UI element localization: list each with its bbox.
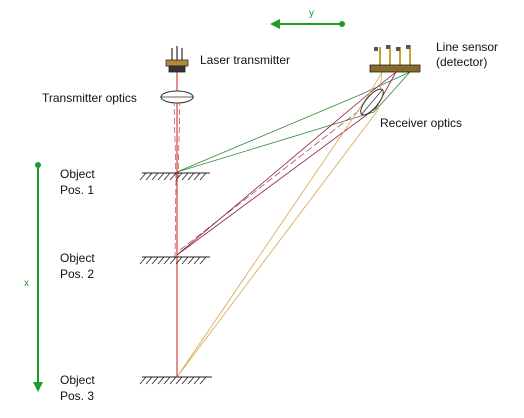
line-sensor-sublabel: (detector): [436, 55, 487, 69]
transmitter-optics-label: Transmitter optics: [42, 91, 137, 105]
x-axis-label: x: [24, 278, 29, 289]
laser-transmitter-label: Laser transmitter: [200, 53, 290, 67]
object-surface-pos2: [139, 256, 210, 265]
object-surface-pos1: [139, 172, 210, 181]
line-sensor-icon: [369, 45, 421, 73]
receiver-optics-icon: [360, 88, 384, 116]
x-axis-arrow: [33, 162, 43, 392]
y-axis-label: y: [309, 8, 314, 19]
ray-pos2: [176, 71, 397, 256]
object-pos1-sublabel: Pos. 1: [60, 183, 94, 197]
transmitter-optics-icon: [160, 90, 194, 104]
laser-transmitter-icon: [165, 46, 189, 73]
object-surface-pos3: [139, 376, 212, 385]
receiver-optics-label: Receiver optics: [380, 116, 462, 130]
object-pos1-label: Object: [60, 167, 95, 181]
ray-pos1: [176, 71, 411, 173]
laser-beam: [173, 70, 181, 377]
object-pos3-label: Object: [60, 373, 95, 387]
line-sensor-label: Line sensor: [436, 40, 498, 54]
object-pos2-label: Object: [60, 251, 95, 265]
ray-pos3: [176, 71, 383, 378]
object-pos2-sublabel: Pos. 2: [60, 267, 94, 281]
y-axis-arrow: [270, 19, 345, 29]
object-pos3-sublabel: Pos. 3: [60, 389, 94, 403]
